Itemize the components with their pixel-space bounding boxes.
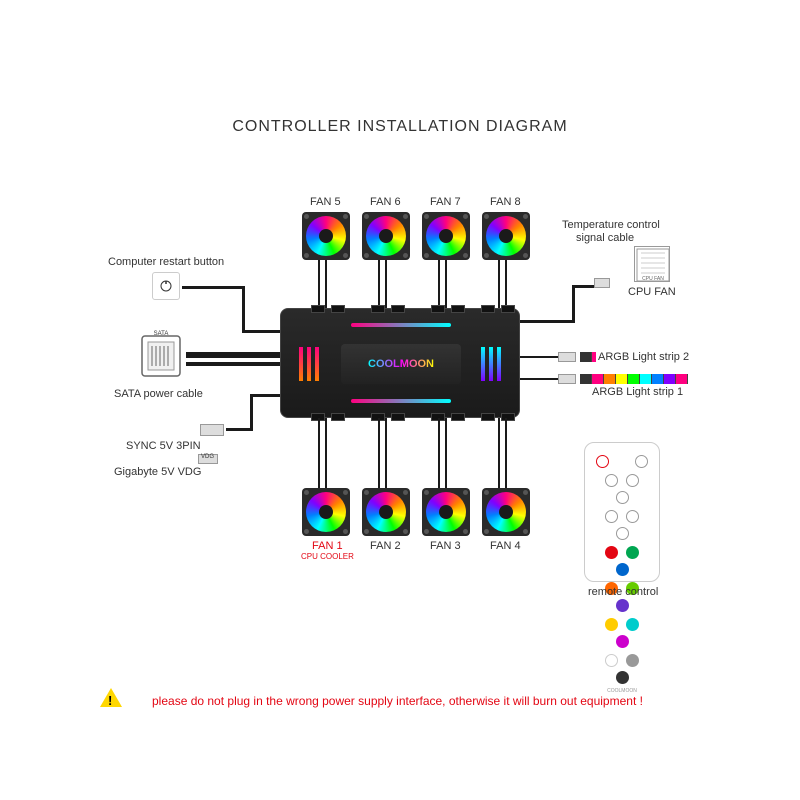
fan2-label: FAN 2 xyxy=(370,540,401,552)
cable-fan2a xyxy=(378,418,380,488)
controller-brand-plate: COOLMOON xyxy=(341,344,461,384)
cable-fan8a xyxy=(498,260,500,308)
diagram-title: CONTROLLER INSTALLATION DIAGRAM xyxy=(0,118,800,136)
svg-text:CPU FAN: CPU FAN xyxy=(642,276,664,282)
cable-fan6a xyxy=(378,260,380,308)
fan-4 xyxy=(482,488,530,536)
brand-text: COOLMOON xyxy=(368,358,434,370)
fan4-label: FAN 4 xyxy=(490,540,521,552)
cable-sync-h xyxy=(226,428,250,431)
cpu-cooler-label: CPU COOLER xyxy=(301,552,354,561)
warning-text: please do not plug in the wrong power su… xyxy=(152,694,643,708)
cable-fan5a xyxy=(318,260,320,308)
cable-restart-v xyxy=(242,286,245,330)
svg-text:SATA: SATA xyxy=(154,331,169,337)
argb-strip-1 xyxy=(580,374,690,384)
cable-fan7a xyxy=(438,260,440,308)
vdg-small: VDG xyxy=(201,454,214,460)
cable-fan2b xyxy=(385,418,387,488)
cable-restart-h xyxy=(182,286,242,289)
fan1-label: FAN 1 xyxy=(312,540,343,552)
fan-5 xyxy=(302,212,350,260)
cpufan-label: CPU FAN xyxy=(628,286,676,298)
fan3-label: FAN 3 xyxy=(430,540,461,552)
controller-hub: COOLMOON xyxy=(280,308,520,418)
sata-connector-icon: SATA xyxy=(138,328,184,384)
cable-cpu-h2 xyxy=(572,285,594,288)
cable-fan5b xyxy=(325,260,327,308)
cable-cpu-h xyxy=(520,320,575,323)
fan-6 xyxy=(362,212,410,260)
cable-fan4b xyxy=(505,418,507,488)
cpufan-conn xyxy=(594,278,610,288)
cable-cpu-v xyxy=(572,288,575,322)
cable-fan6b xyxy=(385,260,387,308)
fan-3 xyxy=(422,488,470,536)
remote-control: COOLMOON xyxy=(584,442,660,582)
cable-sync-h2 xyxy=(250,394,280,397)
fan-8 xyxy=(482,212,530,260)
cable-fan4a xyxy=(498,418,500,488)
warning-bang: ! xyxy=(108,693,112,708)
cable-sata2 xyxy=(186,362,280,366)
sync-label: SYNC 5V 3PIN xyxy=(126,440,201,452)
sync-connector-icon xyxy=(200,424,224,436)
fan8-label: FAN 8 xyxy=(490,196,521,208)
temp-label2: signal cable xyxy=(576,232,634,244)
cable-argb1 xyxy=(520,378,558,380)
argb1-label: ARGB Light strip 1 xyxy=(592,386,683,398)
argb1-conn xyxy=(558,374,576,384)
cable-fan3a xyxy=(438,418,440,488)
temp-label1: Temperature control xyxy=(562,219,660,231)
cable-fan1b xyxy=(325,418,327,488)
cpu-fan-icon: CPU FAN xyxy=(634,246,670,282)
cable-sata xyxy=(186,352,280,358)
gigabyte-label: Gigabyte 5V VDG xyxy=(114,466,201,478)
sata-label: SATA power cable xyxy=(114,388,203,400)
cable-fan7b xyxy=(445,260,447,308)
remote-label: remote control xyxy=(588,586,658,598)
fan-2 xyxy=(362,488,410,536)
restart-button-icon xyxy=(152,272,180,300)
argb2-conn xyxy=(558,352,576,362)
cable-fan3b xyxy=(445,418,447,488)
cable-argb2 xyxy=(520,356,558,358)
cable-restart-h2 xyxy=(242,330,280,333)
cable-fan8b xyxy=(505,260,507,308)
argb2-label: ARGB Light strip 2 xyxy=(596,351,691,363)
fan-1 xyxy=(302,488,350,536)
fan-7 xyxy=(422,212,470,260)
cable-sync-v xyxy=(250,394,253,431)
fan7-label: FAN 7 xyxy=(430,196,461,208)
fan5-label: FAN 5 xyxy=(310,196,341,208)
fan6-label: FAN 6 xyxy=(370,196,401,208)
cable-fan1a xyxy=(318,418,320,488)
restart-label: Computer restart button xyxy=(108,256,224,268)
